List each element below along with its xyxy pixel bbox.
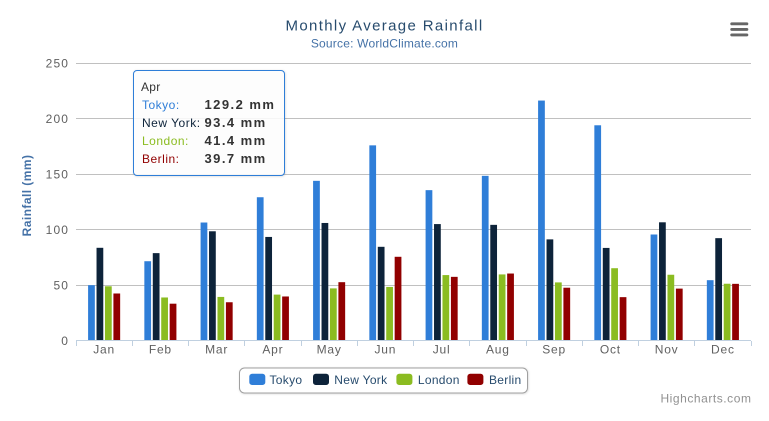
svg-text:Berlin:: Berlin: <box>142 152 180 166</box>
svg-text:129.2 mm: 129.2 mm <box>205 97 276 112</box>
svg-text:200: 200 <box>46 112 69 126</box>
svg-text:Rainfall (mm): Rainfall (mm) <box>20 155 34 237</box>
svg-text:London:: London: <box>142 134 189 148</box>
svg-text:New York:: New York: <box>142 116 201 130</box>
svg-text:Tokyo: Tokyo <box>270 373 303 387</box>
svg-text:150: 150 <box>46 168 69 182</box>
svg-text:Monthly Average Rainfall: Monthly Average Rainfall <box>285 18 483 35</box>
svg-text:Nov: Nov <box>655 343 679 357</box>
svg-text:Highcharts.com: Highcharts.com <box>660 392 751 406</box>
svg-text:Source: WorldClimate.com: Source: WorldClimate.com <box>311 37 458 51</box>
svg-text:Jun: Jun <box>375 343 397 357</box>
svg-text:May: May <box>317 343 342 357</box>
svg-text:41.4 mm: 41.4 mm <box>205 133 267 148</box>
svg-text:250: 250 <box>46 57 69 71</box>
svg-text:Aug: Aug <box>486 343 510 357</box>
svg-text:50: 50 <box>53 278 69 292</box>
svg-text:Sep: Sep <box>542 343 566 357</box>
svg-text:Tokyo:: Tokyo: <box>142 98 180 112</box>
svg-text:Jan: Jan <box>93 343 115 357</box>
svg-text:0: 0 <box>61 334 69 348</box>
svg-text:New York: New York <box>334 373 388 387</box>
svg-text:93.4 mm: 93.4 mm <box>205 115 267 130</box>
svg-text:London: London <box>418 373 460 387</box>
svg-text:39.7 mm: 39.7 mm <box>205 151 267 166</box>
svg-text:Oct: Oct <box>600 343 621 357</box>
svg-text:Berlin: Berlin <box>489 373 521 387</box>
svg-text:100: 100 <box>46 223 69 237</box>
svg-text:Dec: Dec <box>711 343 735 357</box>
svg-text:Jul: Jul <box>433 343 451 357</box>
svg-text:Feb: Feb <box>149 343 172 357</box>
svg-text:Mar: Mar <box>205 343 228 357</box>
svg-text:Apr: Apr <box>262 343 283 357</box>
svg-text:Apr: Apr <box>141 80 161 94</box>
